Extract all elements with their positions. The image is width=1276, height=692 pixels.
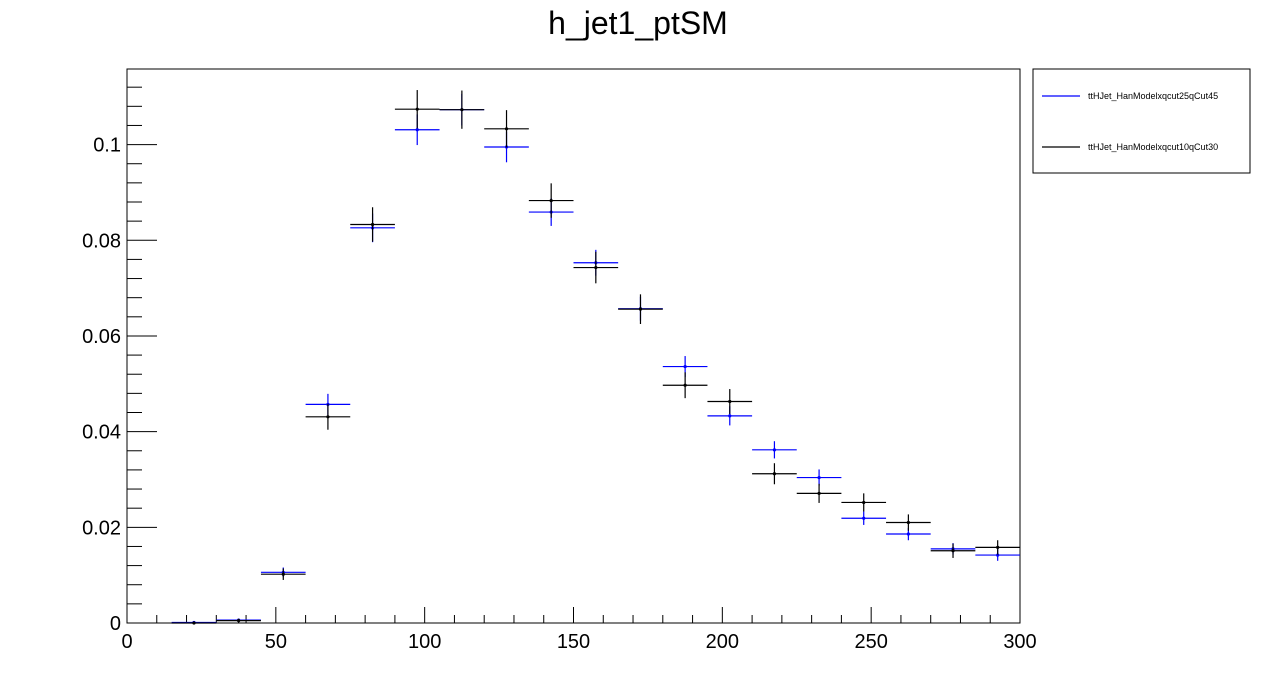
data-point xyxy=(594,265,598,270)
data-point xyxy=(728,399,732,404)
plot-frame xyxy=(126,68,1021,624)
series-1 xyxy=(171,93,1020,625)
data-point xyxy=(772,448,777,452)
chart-title: h_jet1_ptSM xyxy=(548,5,728,41)
data-point xyxy=(951,549,955,553)
y-tick-label: 0.06 xyxy=(82,326,121,348)
x-tick-label: 0 xyxy=(121,631,132,653)
data-point xyxy=(415,107,419,111)
data-point xyxy=(817,475,821,480)
legend-box xyxy=(1032,68,1251,174)
y-tick-label: 0.04 xyxy=(82,422,121,444)
series-2 xyxy=(171,90,1020,625)
data-point xyxy=(549,198,553,203)
x-tick-label: 300 xyxy=(1003,631,1036,653)
data-point xyxy=(326,415,330,419)
data-point xyxy=(906,532,910,536)
data-point xyxy=(862,516,866,520)
data-point xyxy=(683,383,687,387)
y-tick-label: 0 xyxy=(110,613,121,635)
legend-label-1: ttHJet_HanModelxqcut25qCut45 xyxy=(1088,91,1218,101)
data-point xyxy=(996,545,1000,550)
data-point xyxy=(817,491,821,495)
y-tick-label: 0.08 xyxy=(82,230,121,252)
y-tick-label: 0.02 xyxy=(82,517,121,539)
data-point xyxy=(237,619,241,623)
data-point xyxy=(460,108,464,112)
data-point xyxy=(772,472,777,476)
data-point xyxy=(415,128,419,132)
data-point xyxy=(370,222,375,227)
data-point xyxy=(192,621,196,625)
data-point xyxy=(862,500,866,505)
data-point xyxy=(996,553,1000,557)
data-point xyxy=(906,520,910,525)
x-tick-label: 150 xyxy=(557,631,590,653)
data-point xyxy=(281,572,285,576)
legend: ttHJet_HanModelxqcut25qCut45 ttHJet_HanMo… xyxy=(1032,68,1251,174)
axes: 0 50 100 150 200 250 300 0 0.02 0.04 0.06 0.08 0.1 xyxy=(82,86,1037,653)
y-tick-label: 0.1 xyxy=(93,135,121,157)
legend-label-2: ttHJet_HanModelxqcut10qCut30 xyxy=(1088,142,1218,152)
data-point xyxy=(504,127,509,131)
data-point xyxy=(638,307,643,311)
x-tick-label: 200 xyxy=(706,631,739,653)
x-tick-label: 100 xyxy=(408,631,441,653)
data-marks xyxy=(171,90,1020,625)
x-tick-label: 250 xyxy=(854,631,887,653)
data-point xyxy=(728,414,732,418)
x-tick-label: 50 xyxy=(265,631,287,653)
data-point xyxy=(683,364,687,369)
